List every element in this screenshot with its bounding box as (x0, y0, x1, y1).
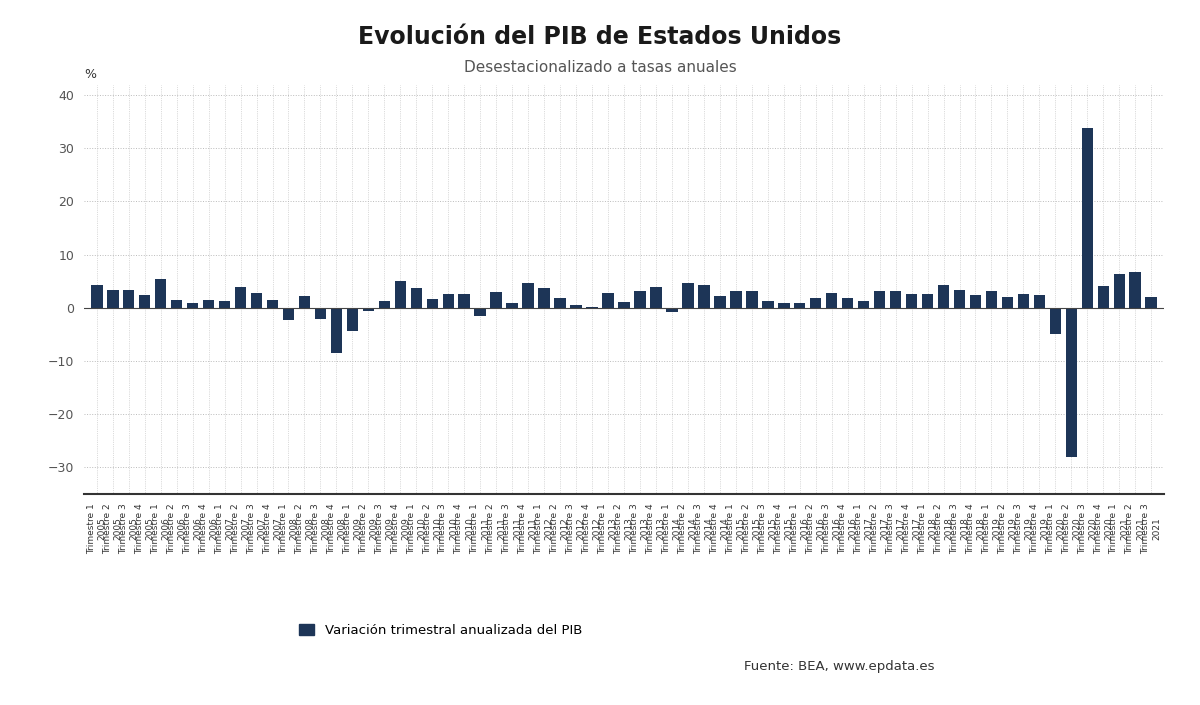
Bar (235, 287, 246, 307)
Bar (458, 294, 470, 307)
Bar (1018, 294, 1030, 307)
Bar (618, 302, 630, 307)
Bar (410, 288, 422, 307)
Text: %: % (84, 68, 96, 80)
Bar (426, 299, 438, 307)
Bar (314, 307, 326, 319)
Bar (395, 281, 406, 307)
Bar (922, 295, 934, 307)
Bar (874, 291, 886, 307)
Bar (762, 301, 774, 307)
Bar (347, 307, 358, 331)
Bar (778, 303, 790, 307)
Bar (379, 301, 390, 307)
Bar (985, 291, 997, 307)
Bar (107, 290, 119, 307)
Bar (1129, 272, 1141, 307)
Legend: Variación trimestral anualizada del PIB: Variación trimestral anualizada del PIB (293, 619, 588, 642)
Bar (1033, 295, 1045, 307)
Bar (1114, 274, 1126, 307)
Bar (170, 300, 182, 307)
Bar (698, 285, 709, 307)
Bar (362, 307, 374, 311)
Bar (251, 293, 263, 307)
Bar (890, 290, 901, 307)
Bar (635, 291, 646, 307)
Bar (1050, 307, 1061, 334)
Bar (506, 303, 518, 307)
Bar (730, 290, 742, 307)
Bar (682, 283, 694, 307)
Bar (299, 297, 311, 307)
Bar (746, 290, 757, 307)
Bar (187, 303, 198, 307)
Bar (443, 295, 454, 307)
Bar (937, 286, 949, 307)
Bar (810, 298, 822, 307)
Bar (1081, 128, 1093, 307)
Bar (1066, 307, 1078, 457)
Bar (954, 290, 965, 307)
Bar (203, 300, 215, 307)
Bar (666, 307, 678, 312)
Bar (714, 297, 726, 307)
Bar (474, 307, 486, 316)
Bar (602, 293, 613, 307)
Bar (970, 295, 982, 307)
Bar (858, 301, 869, 307)
Bar (91, 285, 102, 307)
Text: Fuente: BEA, www.epdata.es: Fuente: BEA, www.epdata.es (744, 660, 935, 673)
Bar (826, 293, 838, 307)
Bar (554, 298, 566, 307)
Text: Evolución del PIB de Estados Unidos: Evolución del PIB de Estados Unidos (359, 25, 841, 49)
Bar (491, 293, 502, 307)
Bar (794, 303, 805, 307)
Bar (218, 301, 230, 307)
Bar (331, 307, 342, 352)
Bar (539, 288, 550, 307)
Bar (1098, 286, 1109, 307)
Bar (522, 283, 534, 307)
Bar (570, 305, 582, 307)
Bar (906, 295, 917, 307)
Bar (139, 295, 150, 307)
Bar (842, 298, 853, 307)
Bar (122, 290, 134, 307)
Bar (283, 307, 294, 320)
Bar (650, 288, 661, 307)
Bar (1146, 297, 1157, 307)
Bar (155, 279, 167, 307)
Bar (1002, 297, 1013, 307)
Bar (266, 300, 278, 307)
Text: Desestacionalizado a tasas anuales: Desestacionalizado a tasas anuales (463, 60, 737, 75)
